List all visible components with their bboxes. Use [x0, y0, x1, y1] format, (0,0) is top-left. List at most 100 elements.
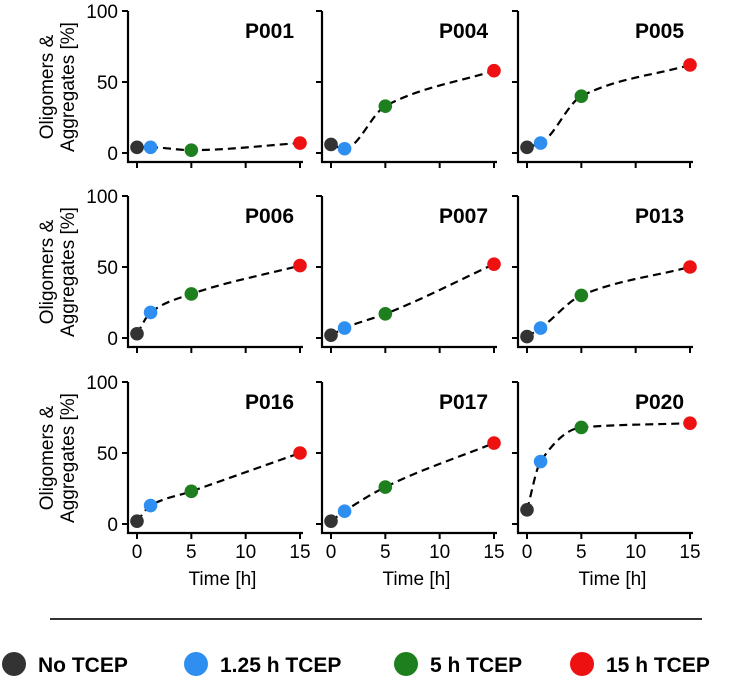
x-tick-label: 5	[186, 542, 197, 563]
data-point	[184, 287, 199, 301]
data-point	[533, 321, 548, 335]
x-tick-label: 5	[576, 542, 587, 563]
y-tick-label: 50	[97, 444, 118, 465]
data-point	[520, 140, 534, 155]
legend-label: 15 h TCEP	[606, 654, 710, 677]
data-point	[143, 305, 158, 320]
x-tick-label: 15	[679, 542, 700, 563]
data-point	[184, 143, 199, 157]
x-tick-label: 10	[235, 542, 256, 563]
fit-curve	[137, 141, 301, 152]
x-tick-label: 15	[289, 542, 310, 563]
data-point	[293, 136, 307, 150]
data-point	[130, 514, 144, 528]
legend-label: 5 h TCEP	[430, 654, 522, 677]
fit-curve	[136, 264, 301, 335]
data-point	[130, 140, 144, 155]
x-tick-label: 10	[625, 542, 646, 563]
panel-title: P006	[245, 205, 294, 228]
x-tick-label: 10	[429, 542, 450, 563]
panel-title: P016	[245, 391, 294, 414]
y-axis-label: Oligomers &Aggregates [%]	[37, 207, 79, 337]
data-point	[487, 257, 501, 271]
panel-title: P013	[635, 205, 684, 228]
x-axis-label: Time [h]	[383, 569, 451, 590]
y-tick-label: 100	[86, 373, 118, 394]
data-point	[324, 137, 338, 152]
y-tick-label: 100	[86, 187, 118, 208]
x-tick-label: 0	[326, 542, 337, 563]
data-point	[487, 436, 501, 450]
fit-curve	[330, 69, 495, 150]
fit-curve	[526, 265, 691, 338]
y-axis-label-line1: Oligomers &	[37, 219, 58, 324]
data-point	[533, 454, 548, 469]
x-tick-label: 0	[132, 542, 143, 563]
data-point	[683, 416, 697, 430]
legend-marker	[394, 652, 418, 676]
panel-title: P001	[245, 20, 294, 43]
data-point	[324, 328, 338, 342]
panel-title: P005	[635, 20, 684, 43]
data-point	[520, 329, 534, 344]
y-tick-label: 100	[86, 2, 118, 23]
panel-title: P004	[439, 20, 488, 43]
data-point	[574, 420, 589, 435]
x-tick-label: 0	[522, 542, 533, 563]
data-point	[324, 514, 338, 528]
x-axis-label: Time [h]	[189, 569, 257, 590]
legend-marker	[184, 652, 208, 676]
y-axis-label-line1: Oligomers &	[37, 34, 58, 139]
fit-curve	[526, 63, 691, 149]
panel-title: P017	[439, 391, 488, 414]
panel-p016: 0 50 100 0 5 10 15 P016 Time [h]	[86, 373, 310, 590]
panel-p005: P005	[512, 10, 697, 168]
legend-marker	[2, 652, 26, 676]
data-point	[378, 99, 393, 113]
panel-p020: 0 5 10 15 P020 Time [h]	[512, 381, 701, 590]
y-tick-label: 0	[107, 515, 118, 536]
data-point	[520, 503, 534, 517]
panel-p004: P004	[316, 10, 501, 168]
y-axis-label-line2: Aggregates [%]	[58, 393, 79, 523]
y-axis-label-line2: Aggregates [%]	[58, 22, 79, 152]
x-tick-label: 15	[483, 542, 504, 563]
data-point	[574, 288, 589, 303]
data-point	[683, 58, 697, 72]
panel-p007: P007	[316, 195, 501, 353]
fit-curve	[525, 422, 691, 511]
y-tick-label: 50	[97, 73, 118, 94]
y-axis-label: Oligomers &Aggregates [%]	[37, 393, 79, 523]
panel-title: P007	[439, 205, 488, 228]
panel-p006: 0 50 100 P006	[86, 187, 307, 353]
data-point	[143, 140, 158, 155]
y-tick-label: 50	[97, 258, 118, 279]
panel-p017: 0 5 10 15 P017 Time [h]	[316, 381, 505, 590]
data-point	[184, 484, 199, 499]
y-axis-label: Oligomers &Aggregates [%]	[37, 22, 79, 152]
data-point	[293, 446, 307, 460]
data-point	[683, 260, 697, 274]
data-point	[574, 89, 589, 103]
data-point	[293, 258, 307, 273]
panel-title: P020	[635, 391, 684, 414]
data-point	[130, 326, 144, 341]
data-point	[533, 136, 548, 150]
legend-label: 1.25 h TCEP	[220, 654, 341, 677]
fit-curve	[330, 263, 495, 337]
data-point	[337, 141, 352, 156]
fit-curve	[330, 442, 495, 523]
data-point	[337, 321, 352, 335]
fit-curve	[136, 451, 301, 522]
data-point	[487, 63, 501, 78]
y-axis-label-line1: Oligomers &	[37, 405, 58, 510]
x-tick-label: 5	[380, 542, 391, 563]
data-point	[337, 504, 352, 519]
data-point	[143, 498, 158, 513]
y-tick-label: 0	[107, 329, 118, 350]
data-point	[378, 480, 393, 494]
data-point	[378, 307, 393, 321]
y-tick-label: 0	[107, 144, 118, 165]
panel-p013: P013	[512, 195, 697, 353]
